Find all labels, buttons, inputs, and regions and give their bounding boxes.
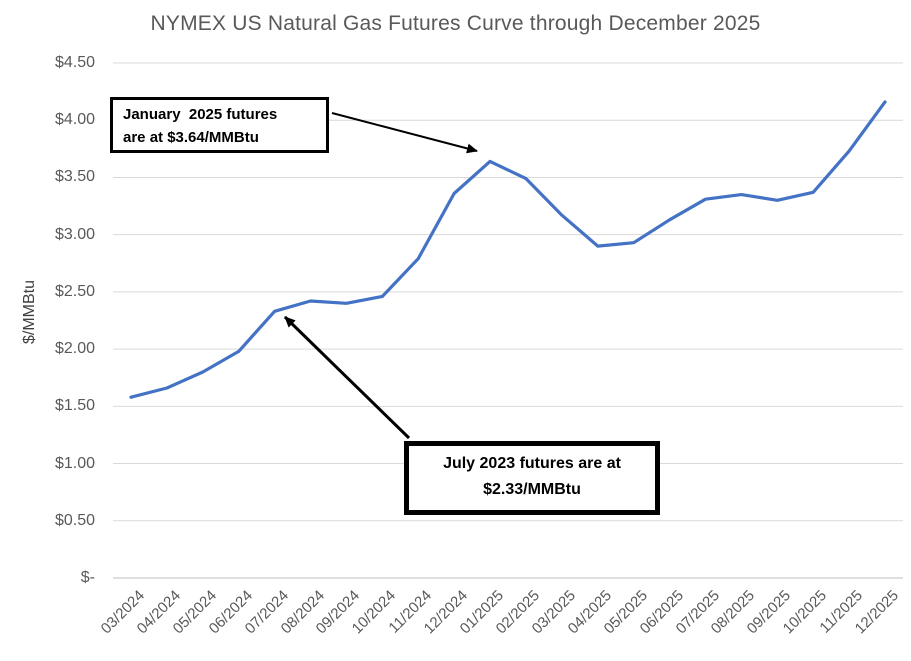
y-tick-label: $3.50	[54, 168, 95, 186]
annotation-arrow-1	[283, 315, 411, 440]
annotation-arrow-0	[331, 112, 478, 154]
y-tick-label: $4.00	[54, 111, 95, 129]
y-tick-label: $1.50	[54, 397, 95, 415]
y-tick-label: $-	[80, 569, 95, 586]
y-tick-label: $4.50	[54, 54, 95, 71]
y-tick-label: $2.00	[54, 340, 95, 358]
y-tick-label: $0.50	[54, 511, 95, 529]
futures-price-line	[129, 100, 887, 399]
chart-title: NYMEX US Natural Gas Futures Curve throu…	[150, 12, 761, 35]
y-tick-label: $3.00	[54, 225, 95, 243]
y-tick-label: $2.50	[54, 282, 95, 300]
y-tick-label: $1.00	[54, 454, 95, 472]
annotation-july-2023-callout: July 2023 futures are at $2.33/MMBtu	[404, 441, 660, 515]
annotation-january-2025-callout: January 2025 futures are at $3.64/MMBtu	[110, 97, 329, 153]
